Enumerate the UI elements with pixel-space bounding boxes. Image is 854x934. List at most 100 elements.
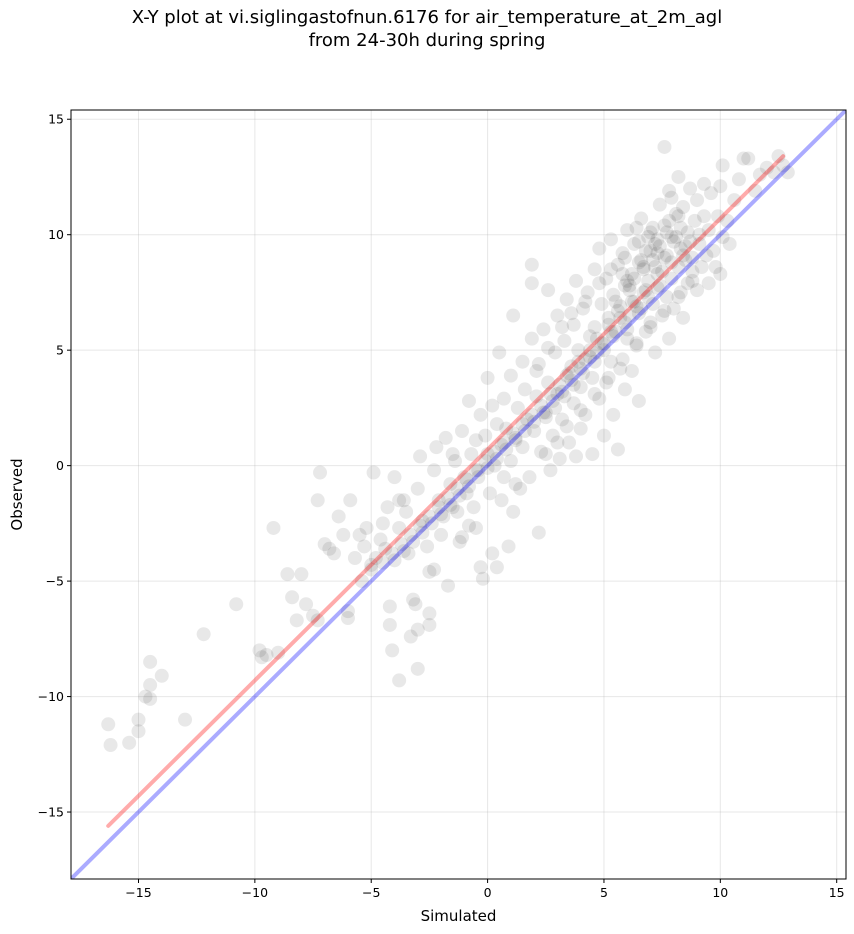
data-point [478, 454, 493, 469]
data-point [571, 354, 586, 369]
data-point [659, 225, 674, 240]
data-point [606, 287, 621, 302]
data-point [638, 283, 653, 298]
data-point [364, 557, 379, 572]
x-axis-label: Simulated [421, 907, 497, 925]
data-point [515, 440, 530, 455]
x-tick-label: −15 [125, 885, 151, 900]
data-point [652, 278, 667, 293]
data-point [699, 248, 714, 263]
data-point [503, 454, 518, 469]
data-point [382, 617, 397, 632]
data-point [624, 294, 639, 309]
data-point [629, 338, 644, 353]
data-point [643, 315, 658, 330]
data-point [427, 463, 442, 478]
data-point [524, 331, 539, 346]
data-point [617, 382, 632, 397]
data-point [103, 738, 118, 753]
data-point [506, 504, 521, 519]
data-point [415, 514, 430, 529]
data-point [375, 516, 390, 531]
data-point [457, 470, 472, 485]
data-point [771, 149, 786, 164]
y-tick-label: −15 [38, 805, 64, 820]
data-point [501, 539, 516, 554]
data-point [480, 460, 495, 475]
data-point [589, 331, 604, 346]
data-point [559, 419, 574, 434]
data-point [592, 276, 607, 291]
data-point [310, 493, 325, 508]
data-point [475, 571, 490, 586]
data-point [617, 315, 632, 330]
data-point [326, 546, 341, 561]
data-point [366, 465, 381, 480]
data-point [601, 370, 616, 385]
data-point [473, 407, 488, 422]
data-point [489, 560, 504, 575]
data-point [450, 504, 465, 519]
data-point [564, 373, 579, 388]
data-point [578, 407, 593, 422]
data-point [692, 227, 707, 242]
data-point [143, 678, 158, 693]
data-point [697, 176, 712, 191]
data-point [736, 151, 751, 166]
data-point [669, 230, 684, 245]
data-point [420, 539, 435, 554]
data-point [678, 239, 693, 254]
data-point [594, 336, 609, 351]
data-point [601, 310, 616, 325]
data-point [697, 209, 712, 224]
data-point [648, 236, 663, 251]
data-point [496, 435, 511, 450]
data-point [522, 470, 537, 485]
data-point [741, 151, 756, 166]
data-point [629, 220, 644, 235]
data-point [496, 470, 511, 485]
data-point [585, 370, 600, 385]
data-point [615, 352, 630, 367]
data-point [636, 262, 651, 277]
data-point [569, 273, 584, 288]
data-point [285, 590, 300, 605]
y-tick-label: −5 [46, 574, 64, 589]
data-point [613, 361, 628, 376]
data-point [608, 324, 623, 339]
data-point [643, 243, 658, 258]
data-point [603, 232, 618, 247]
data-point [408, 597, 423, 612]
data-point [394, 537, 409, 552]
data-point [676, 199, 691, 214]
data-point [645, 220, 660, 235]
data-point [662, 331, 677, 346]
data-point [650, 232, 665, 247]
data-point [131, 712, 146, 727]
data-point [538, 410, 553, 425]
data-point [410, 622, 425, 637]
data-point [473, 560, 488, 575]
data-point [592, 241, 607, 256]
data-point [271, 645, 286, 660]
data-point [559, 368, 574, 383]
data-point [557, 333, 572, 348]
data-point [657, 218, 672, 233]
data-point [636, 285, 651, 300]
data-point [503, 368, 518, 383]
data-points [101, 139, 795, 753]
data-point [634, 211, 649, 226]
data-point [573, 361, 588, 376]
data-point [294, 567, 309, 582]
data-point [624, 363, 639, 378]
data-point [576, 366, 591, 381]
data-point [254, 650, 269, 665]
data-point [487, 458, 502, 473]
data-point [359, 520, 374, 535]
data-point [541, 283, 556, 298]
data-point [627, 294, 642, 309]
data-point [487, 444, 502, 459]
data-point [610, 257, 625, 272]
data-point [434, 507, 449, 522]
